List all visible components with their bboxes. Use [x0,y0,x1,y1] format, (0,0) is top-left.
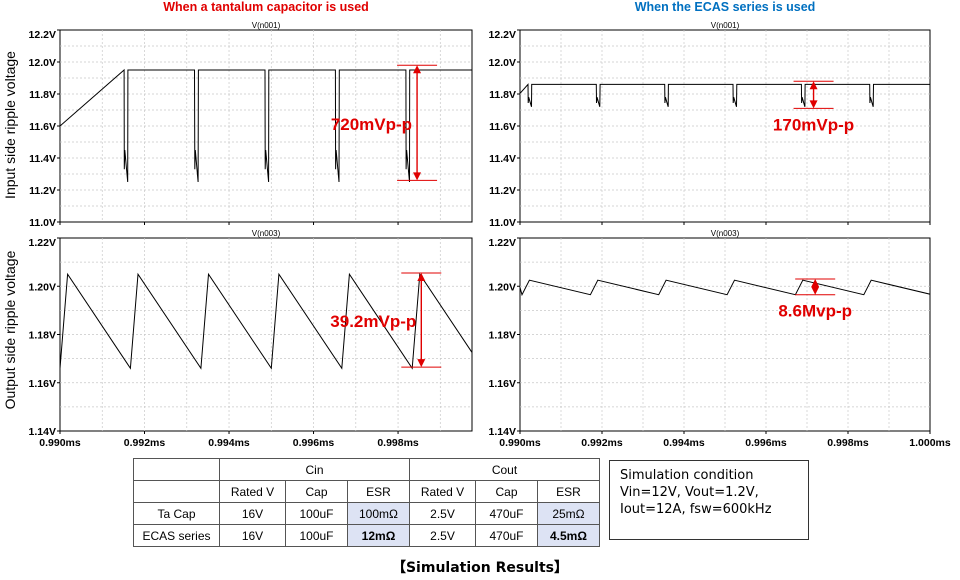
chart-bl: V(n003) 1.14V 1.16V 1.18V 1.20V 1.22V 0.990ms 0… [29,229,473,449]
y-tick-label: 1.18V [29,330,56,342]
y-tick-label: 11.4V [489,153,516,165]
y-tick-label: 11.0V [489,217,516,229]
table-cell: 4.5mΩ [537,524,600,547]
y-tick-label: 1.20V [29,281,56,293]
condition-line: Simulation condition [620,468,754,483]
x-tick-label: 0.990ms [499,437,541,449]
table-group-cout: Cout [409,458,600,481]
table-row-label: ECAS series [133,524,220,547]
table-cell: 100uF [285,502,348,525]
x-tick-label: 0.992ms [124,437,166,449]
y-tick-label: 11.2V [489,185,516,197]
table-row: ECAS series 16V 100uF 12mΩ 2.5V 470uF 4.… [133,524,600,547]
table-cell: 470uF [475,502,538,525]
y-tick-label: 12.2V [489,29,516,41]
right-column-heading: When the ECAS series is used [634,0,816,14]
waveform-line [520,83,930,107]
table-empty-cell [133,458,220,481]
y-tick-label: 1.16V [29,378,56,390]
ripple-value-label: 39.2mVp-p [330,312,416,331]
chart-tr: V(n001) 11.0V 11.2V 11.4V 11.6V 11.8V 12.0V 12.… [489,21,931,229]
x-tick-label: 1.000ms [909,437,951,449]
x-tick-label: 0.992ms [581,437,623,449]
table-cell: 100uF [285,524,348,547]
y-tick-label: 12.2V [29,29,56,41]
output-ripple-axis-label: Output side ripple voltage [2,250,18,410]
y-tick-label: 1.14V [489,426,516,438]
y-tick-label: 11.6V [29,121,56,133]
y-tick-label: 12.0V [29,57,56,69]
table-column-header: Rated V [409,480,476,503]
annotation-arrowhead [811,286,820,295]
x-tick-label: 0.994ms [663,437,705,449]
table-cell: 16V [219,524,286,547]
y-tick-label: 1.16V [489,378,516,390]
annotation-arrowhead [413,65,422,74]
annotation-arrowhead [809,81,818,90]
left-column-heading: When a tantalum capacitor is used [163,0,369,14]
plot-title: V(n003) [252,229,281,238]
table-row: Ta Cap 16V 100uF 100mΩ 2.5V 470uF 25mΩ [133,502,600,525]
x-tick-label: 0.998ms [827,437,869,449]
x-tick-label: 0.996ms [745,437,787,449]
y-tick-label: 1.22V [29,237,56,249]
table-column-header: ESR [347,480,410,503]
table-column-header: ESR [537,480,600,503]
y-tick-label: 11.8V [489,89,516,101]
plot-title: V(n001) [252,21,281,30]
chart-br: V(n003) 1.14V 1.16V 1.18V 1.20V 1.22V 0.990ms 0… [489,229,951,449]
y-tick-label: 11.8V [29,89,56,101]
annotation-arrowhead [413,172,422,181]
table-cell: 12mΩ [347,524,410,547]
y-tick-label: 1.20V [489,281,516,293]
x-tick-label: 0.998ms [377,437,419,449]
plot-title: V(n001) [711,21,740,30]
table-group-cin: Cin [219,458,410,481]
y-tick-label: 1.22V [489,237,516,249]
table-column-header: Rated V [219,480,286,503]
table-cell: 100mΩ [347,502,410,525]
table-header-row: Rated V Cap ESR Rated V Cap ESR [133,480,600,503]
x-tick-label: 0.996ms [293,437,335,449]
waveform-line [60,68,472,183]
y-tick-label: 1.18V [489,330,516,342]
y-tick-label: 11.0V [29,217,56,229]
table-empty-cell [133,480,220,503]
annotation-arrowhead [809,100,818,109]
table-column-header: Cap [475,480,538,503]
y-tick-label: 11.2V [29,185,56,197]
table-cell: 470uF [475,524,538,547]
condition-line: Vin=12V, Vout=1.2V, [620,485,759,500]
ripple-value-label: 8.6Mvp-p [778,302,852,321]
table-group-row: Cin Cout [133,458,600,481]
ripple-value-label: 170mVp-p [773,115,854,134]
table-row-label: Ta Cap [133,502,220,525]
annotation-arrowhead [417,359,426,368]
x-tick-label: 0.990ms [39,437,81,449]
table-column-header: Cap [285,480,348,503]
x-tick-label: 0.994ms [208,437,250,449]
figure-caption: 【Simulation Results】 [391,560,569,576]
table-cell: 25mΩ [537,502,600,525]
chart-tl: V(n001) 11.0V 11.2V 11.4V 11.6V 11.8V 12.0V 12.… [29,21,473,229]
table-cell: 2.5V [409,502,476,525]
simulation-parameter-table: Cin Cout Rated V Cap ESR Rated V Cap ESR… [133,458,600,547]
waveform-line [60,272,472,370]
plot-title: V(n003) [711,229,740,238]
table-cell: 16V [219,502,286,525]
annotation-arrowhead [417,272,426,281]
y-tick-label: 11.6V [489,121,516,133]
y-tick-label: 1.14V [29,426,56,438]
input-ripple-axis-label: Input side ripple voltage [2,51,18,199]
annotation-arrowhead [811,279,820,288]
y-tick-label: 12.0V [489,57,516,69]
y-tick-label: 11.4V [29,153,56,165]
condition-line: Iout=12A, fsw=600kHz [620,502,772,517]
charts-area: V(n001) 11.0V 11.2V 11.4V 11.6V 11.8V 12.0V 12.… [29,21,951,449]
table-cell: 2.5V [409,524,476,547]
simulation-condition-box: Simulation condition Vin=12V, Vout=1.2V,… [609,460,809,540]
ripple-value-label: 720mVp-p [331,115,412,134]
waveform-line [520,279,930,297]
